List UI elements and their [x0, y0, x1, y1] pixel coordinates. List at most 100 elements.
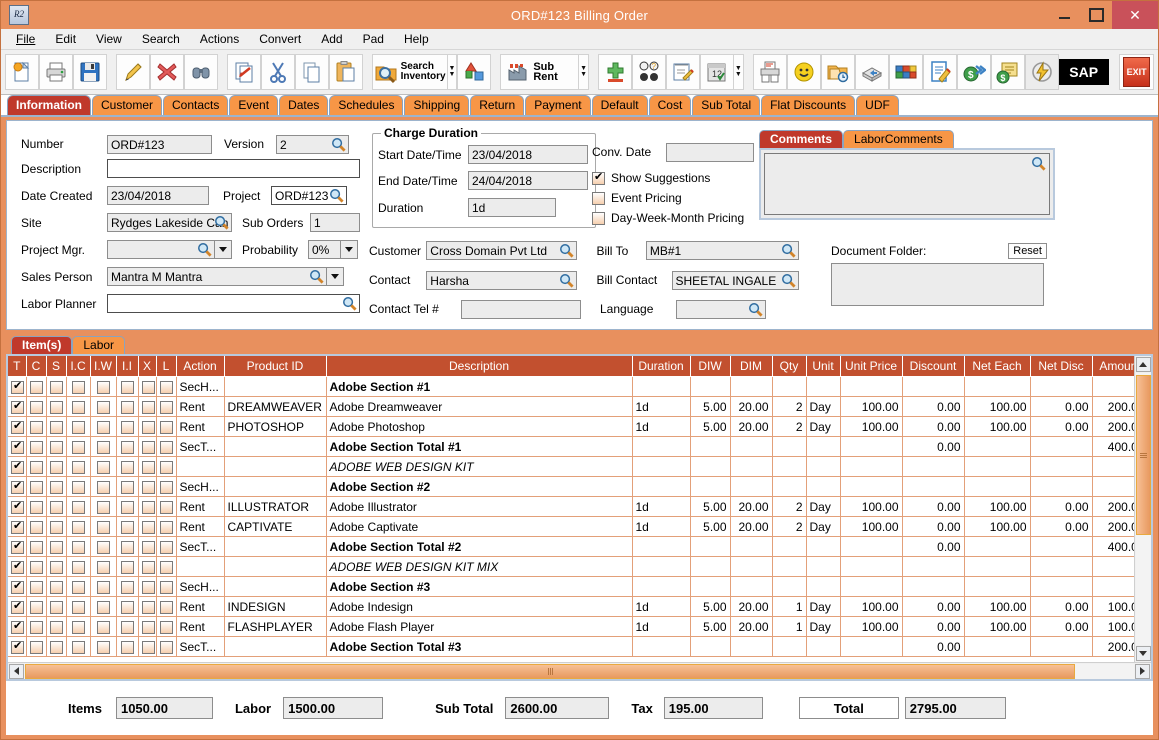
cell-discount[interactable]: 0.00: [902, 596, 965, 617]
cell-qty[interactable]: [772, 376, 807, 397]
cell-duration[interactable]: 1d: [632, 416, 691, 437]
row-checkbox-ic[interactable]: [71, 560, 85, 574]
cell-checkbox-s[interactable]: [46, 376, 67, 397]
availability-button[interactable]: [457, 54, 492, 90]
row-checkbox-x[interactable]: [141, 420, 155, 434]
table-row[interactable]: SecH... Adobe Section #1: [8, 376, 1134, 397]
row-checkbox-ic[interactable]: [71, 640, 85, 654]
tab-flat-discounts[interactable]: Flat Discounts: [761, 95, 856, 115]
cell-duration[interactable]: [632, 376, 691, 397]
cell-unit-price[interactable]: [840, 576, 903, 597]
row-checkbox-l[interactable]: [159, 400, 173, 414]
cell-checkbox-c[interactable]: [26, 376, 47, 397]
cell-product-id[interactable]: [224, 456, 327, 477]
cell-description[interactable]: Adobe Section #3: [326, 576, 633, 597]
col-description[interactable]: Description: [326, 356, 633, 377]
cell-checkbox-s[interactable]: [46, 576, 67, 597]
cell-amount[interactable]: [1092, 456, 1134, 477]
cell-checkbox-t[interactable]: [8, 596, 27, 617]
tab-labor[interactable]: Labor: [72, 336, 126, 354]
row-checkbox-iw[interactable]: [96, 560, 110, 574]
cell-amount[interactable]: [1092, 376, 1134, 397]
col-product-id[interactable]: Product ID: [224, 356, 327, 377]
col-t[interactable]: T: [8, 356, 27, 377]
row-checkbox-ii[interactable]: [120, 400, 134, 414]
row-checkbox-l[interactable]: [159, 480, 173, 494]
project-input[interactable]: ORD#123: [271, 186, 347, 205]
date-created-input[interactable]: 23/04/2018: [107, 186, 209, 205]
row-checkbox-ii[interactable]: [120, 480, 134, 494]
cell-net-each[interactable]: [964, 436, 1031, 457]
folder-clock-button[interactable]: [820, 54, 855, 90]
cell-checkbox-c[interactable]: [26, 616, 47, 637]
row-checkbox-s[interactable]: [49, 580, 63, 594]
sales-person-dropdown[interactable]: [327, 267, 344, 286]
cell-duration[interactable]: [632, 436, 691, 457]
cell-duration[interactable]: [632, 576, 691, 597]
row-checkbox-t[interactable]: [11, 499, 24, 514]
cell-amount[interactable]: 200.00: [1092, 496, 1134, 517]
cell-net-disc[interactable]: [1030, 376, 1093, 397]
cell-checkbox-iw[interactable]: [90, 436, 117, 457]
row-checkbox-s[interactable]: [49, 620, 63, 634]
sap-button[interactable]: SAP: [1058, 59, 1109, 85]
cell-amount[interactable]: 400.00: [1092, 536, 1134, 557]
cell-dim[interactable]: [730, 556, 773, 577]
exit-button[interactable]: EXIT: [1119, 54, 1154, 90]
day-week-month-pricing-checkbox[interactable]: [592, 211, 605, 225]
row-checkbox-ic[interactable]: [71, 520, 85, 534]
cell-net-disc[interactable]: [1030, 636, 1093, 657]
row-checkbox-ic[interactable]: [71, 440, 85, 454]
row-checkbox-l[interactable]: [159, 620, 173, 634]
row-checkbox-ic[interactable]: [71, 580, 85, 594]
col-amount[interactable]: Amount: [1092, 356, 1134, 377]
cell-description[interactable]: Adobe Dreamweaver: [326, 396, 633, 417]
cell-action[interactable]: Rent: [176, 496, 225, 517]
cell-checkbox-l[interactable]: [156, 536, 177, 557]
start-date-input[interactable]: 23/04/2018: [468, 145, 588, 164]
tab-sub-total[interactable]: Sub Total: [692, 95, 761, 115]
cell-description[interactable]: Adobe Photoshop: [326, 416, 633, 437]
cell-unit[interactable]: [806, 576, 841, 597]
cell-checkbox-ii[interactable]: [116, 536, 139, 557]
cell-net-each[interactable]: 100.00: [964, 396, 1031, 417]
cell-amount[interactable]: [1092, 576, 1134, 597]
cell-net-each[interactable]: [964, 536, 1031, 557]
cell-checkbox-iw[interactable]: [90, 556, 117, 577]
row-checkbox-t[interactable]: [11, 519, 24, 534]
cell-description[interactable]: Adobe Section #1: [326, 376, 633, 397]
row-checkbox-ii[interactable]: [120, 620, 134, 634]
cell-dim[interactable]: 20.00: [730, 516, 773, 537]
cell-unit-price[interactable]: [840, 456, 903, 477]
cell-checkbox-c[interactable]: [26, 396, 47, 417]
cell-checkbox-l[interactable]: [156, 616, 177, 637]
new-document-button[interactable]: [5, 54, 39, 90]
row-checkbox-ic[interactable]: [71, 400, 85, 414]
cell-checkbox-c[interactable]: [26, 636, 47, 657]
event-pricing-checkbox[interactable]: [592, 191, 605, 205]
cell-product-id[interactable]: ILLUSTRATOR: [224, 496, 327, 517]
cell-product-id[interactable]: [224, 556, 327, 577]
customer-search-icon[interactable]: [559, 243, 575, 258]
cell-checkbox-ic[interactable]: [66, 416, 91, 437]
row-checkbox-c[interactable]: [29, 640, 43, 654]
print-preview-button[interactable]: [752, 54, 787, 90]
labor-planner-input[interactable]: [107, 294, 360, 313]
sales-person-input[interactable]: Mantra M Mantra: [107, 267, 327, 286]
row-checkbox-c[interactable]: [29, 420, 43, 434]
cell-checkbox-ic[interactable]: [66, 636, 91, 657]
row-checkbox-x[interactable]: [141, 440, 155, 454]
cell-action[interactable]: [176, 456, 225, 477]
row-checkbox-iw[interactable]: [96, 420, 110, 434]
row-checkbox-ii[interactable]: [120, 540, 134, 554]
project-search-icon[interactable]: [329, 188, 344, 203]
row-checkbox-c[interactable]: [29, 620, 43, 634]
bill-contact-input[interactable]: SHEETAL INGALE: [671, 270, 799, 290]
cell-net-disc[interactable]: 0.00: [1030, 596, 1093, 617]
cell-checkbox-l[interactable]: [156, 416, 177, 437]
tab-return[interactable]: Return: [470, 95, 525, 115]
cell-description[interactable]: Adobe Indesign: [326, 596, 633, 617]
row-checkbox-ic[interactable]: [71, 460, 85, 474]
